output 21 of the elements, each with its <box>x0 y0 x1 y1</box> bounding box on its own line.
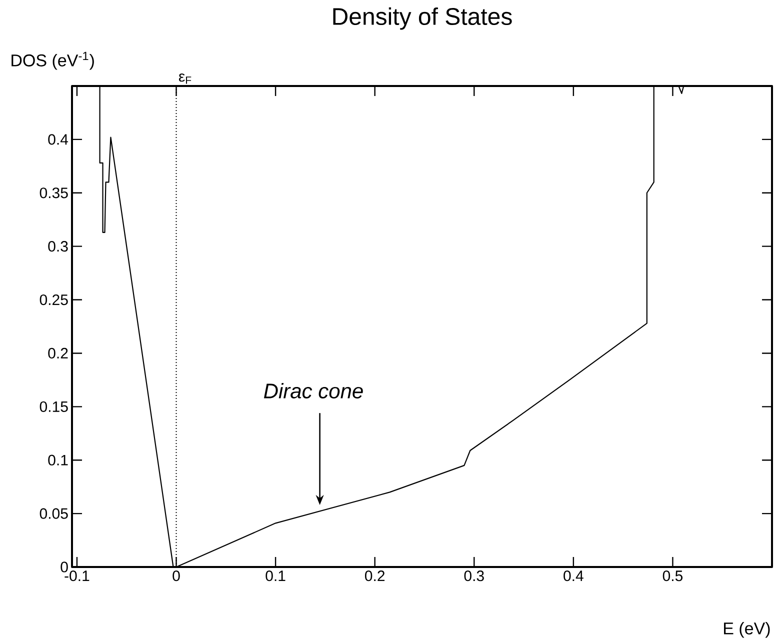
y-tick-label: 0.4 <box>48 134 68 145</box>
x-axis-title: E (eV) <box>724 622 770 638</box>
y-tick-label: 0.05 <box>40 508 68 519</box>
x-tick-label: 0.4 <box>564 570 584 582</box>
chart-title: Density of States <box>333 7 512 30</box>
x-tick-label: 0 <box>172 570 180 582</box>
y-axis-title: DOS (eV$^{-1}$) <box>12 52 94 70</box>
y-tick-label: 0.3 <box>48 241 68 252</box>
y-tick-label: 0 <box>60 562 68 572</box>
y-tick-label: 0.15 <box>40 401 68 412</box>
y-tick-label: 0.1 <box>48 454 68 466</box>
x-tick-label: 0.1 <box>266 570 286 582</box>
x-tick-label: 0.2 <box>364 570 385 582</box>
y-tick-label: 0.25 <box>40 294 68 306</box>
annotation: Dirac cone <box>264 383 363 398</box>
x-tick-label: 0.3 <box>464 570 484 582</box>
x-tick-label: -0.1 <box>64 570 90 582</box>
y-tick-label: 0.2 <box>48 348 68 359</box>
y-tick-label: 0.35 <box>40 188 68 198</box>
ref-line-label: ε$_{F}$ <box>178 73 192 84</box>
x-tick-label: 0.5 <box>662 570 683 582</box>
